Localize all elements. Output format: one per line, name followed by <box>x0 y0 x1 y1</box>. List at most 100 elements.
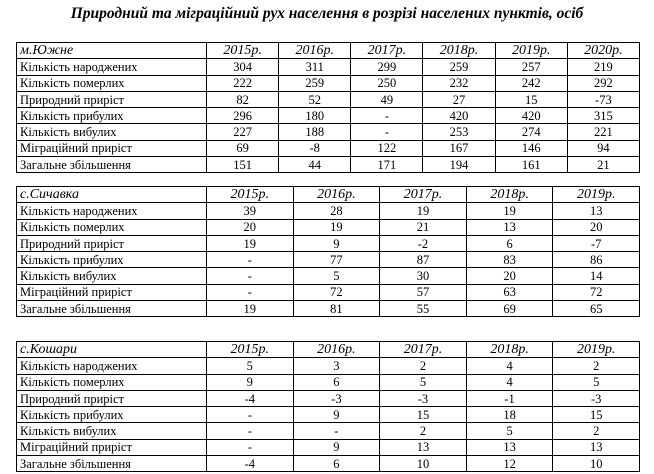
table-cell: 2 <box>552 357 640 375</box>
year-header: 2016р. <box>292 185 381 204</box>
table-cell: 253 <box>422 123 496 141</box>
table-cell: -3 <box>379 389 467 408</box>
table-yuzhne: м.Южне 2015р. 2016р. 2017р. 2018р. 2019р. 2020… <box>16 41 641 174</box>
year-header: 2015р. <box>206 185 294 204</box>
row-label: Природний приріст <box>16 90 207 109</box>
table-cell: 151 <box>205 156 280 174</box>
table-cell: -4 <box>206 389 294 408</box>
place-name: м.Южне <box>16 41 207 60</box>
table-cell: 55 <box>379 300 467 318</box>
row-label: Кількість померлих <box>16 74 207 92</box>
table-row: Кількість вибулих -5 30 20 14 <box>16 267 640 285</box>
table-cell: - <box>292 422 381 440</box>
table-cell: 3 <box>292 357 381 375</box>
table-cell: 86 <box>552 251 640 269</box>
table-row: Загальне збільшення 19 81 55 69 65 <box>16 300 640 318</box>
row-label: Міграційний приріст <box>16 139 207 158</box>
year-header: 2016р. <box>278 41 352 60</box>
year-header: 2016р. <box>292 340 381 359</box>
table-cell: 292 <box>566 74 641 92</box>
table-row: Природний приріст 82 52 49 27 15 -73 <box>16 90 641 109</box>
row-label: Кількість прибулих <box>16 406 207 424</box>
table-cell: 227 <box>205 123 280 141</box>
table-cell: 10 <box>379 455 467 473</box>
table-cell: 420 <box>422 107 496 125</box>
table-cell: 180 <box>278 107 352 125</box>
table-cell: -3 <box>292 389 381 408</box>
table-cell: 5 <box>465 422 554 440</box>
table-cell: 49 <box>350 90 424 109</box>
table-cell: 69 <box>205 139 280 158</box>
table-cell: 82 <box>205 90 280 109</box>
table-row: Природний приріст 19 9 -2 6 -7 <box>16 234 640 253</box>
table-row: Міграційний приріст 69 -8 122 167 146 94 <box>16 139 641 158</box>
table-cell: 188 <box>278 123 352 141</box>
row-label: Кількість народжених <box>16 202 207 220</box>
row-label: Міграційний приріст <box>16 283 207 302</box>
table-cell: 222 <box>205 74 280 92</box>
table-cell: 19 <box>206 300 294 318</box>
table-cell: 65 <box>552 300 640 318</box>
table-cell: 15 <box>379 406 467 424</box>
table-cell: 6 <box>292 455 381 473</box>
table-cell: 2 <box>552 422 640 440</box>
table-cell: 194 <box>422 156 496 174</box>
table-cell: 77 <box>292 251 381 269</box>
table-cell: 27 <box>422 90 496 109</box>
table-cell: 21 <box>566 156 641 174</box>
table-cell: 72 <box>292 283 381 302</box>
table-cell: 259 <box>278 74 352 92</box>
table-cell: 19 <box>206 234 294 253</box>
table-cell: 13 <box>552 438 640 457</box>
table-header-row: с.Сичавка 2015р. 2016р. 2017р. 2018р. 2019р. <box>16 185 640 204</box>
row-label: Кількість народжених <box>16 357 207 375</box>
row-label: Загальне збільшення <box>16 156 207 174</box>
table-cell: 14 <box>552 267 640 285</box>
table-row: Природний приріст -4 -3 -3 -1 -3 <box>16 389 640 408</box>
row-label: Кількість прибулих <box>16 251 207 269</box>
table-cell: 6 <box>292 373 381 391</box>
table-cell: 13 <box>552 202 640 220</box>
table-cell: 250 <box>350 74 424 92</box>
table-cell: 20 <box>206 218 294 236</box>
table-cell: 19 <box>379 202 467 220</box>
year-header: 2015р. <box>205 41 280 60</box>
table-cell: 4 <box>465 373 554 391</box>
table-cell: -4 <box>206 455 294 473</box>
year-header: 2019р. <box>494 41 568 60</box>
table-cell: - <box>350 123 424 141</box>
table-cell: - <box>206 406 294 424</box>
table-cell: 39 <box>206 202 294 220</box>
table-cell: 420 <box>494 107 568 125</box>
table-cell: 242 <box>494 74 568 92</box>
row-label: Кількість вибулих <box>16 422 207 440</box>
table-cell: 122 <box>350 139 424 158</box>
table-cell: 21 <box>379 218 467 236</box>
table-cell: 161 <box>494 156 568 174</box>
table-cell: 52 <box>278 90 352 109</box>
table-cell: 232 <box>422 74 496 92</box>
row-label: Загальне збільшення <box>16 300 207 318</box>
table-row: Кількість померлих 222 259 250 232 242 292 <box>16 74 641 92</box>
table-cell: 72 <box>552 283 640 302</box>
table-cell: -3 <box>552 389 640 408</box>
table-cell: 311 <box>278 58 352 76</box>
table-cell: 13 <box>465 438 554 457</box>
table-cell: 13 <box>465 218 554 236</box>
table-cell: 28 <box>292 202 381 220</box>
table-row: Кількість народжених 5 3 2 4 2 <box>16 357 640 375</box>
table-cell: 5 <box>292 267 381 285</box>
table-cell: 274 <box>494 123 568 141</box>
year-header: 2017р. <box>379 185 467 204</box>
place-name: с.Кошари <box>16 340 207 359</box>
table-cell: 167 <box>422 139 496 158</box>
table-cell: 87 <box>379 251 467 269</box>
table-koshary: с.Кошари 2015р. 2016р. 2017р. 2018р. 2019р. Кі… <box>16 340 640 473</box>
row-label: Кількість прибулих <box>16 107 207 125</box>
table-cell: - <box>350 107 424 125</box>
table-cell: 146 <box>494 139 568 158</box>
page-title: Природний та міграційний рух населення в… <box>70 5 584 22</box>
table-cell: 9 <box>292 438 381 457</box>
table-cell: 2 <box>379 422 467 440</box>
table-row: Загальне збільшення 151 44 171 194 161 21 <box>16 156 641 174</box>
